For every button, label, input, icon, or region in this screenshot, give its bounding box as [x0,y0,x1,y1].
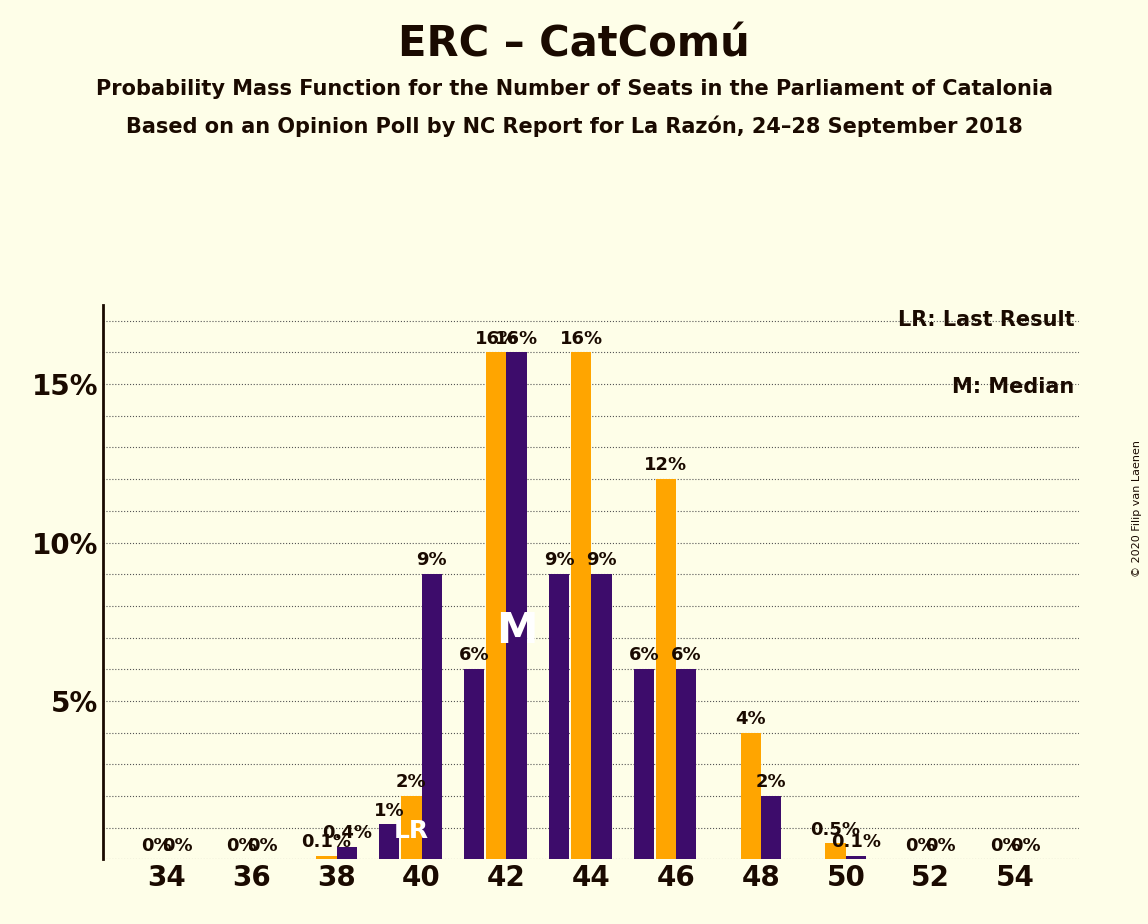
Bar [591,574,612,859]
Text: 6%: 6% [670,647,701,664]
Text: 4%: 4% [736,710,766,728]
Text: 0%: 0% [162,836,193,855]
Bar [336,846,357,859]
Text: 6%: 6% [628,647,659,664]
Text: 0%: 0% [1010,836,1041,855]
Text: LR: LR [394,819,429,843]
Bar [571,352,591,859]
Text: ERC – CatComú: ERC – CatComú [398,23,750,65]
Text: 6%: 6% [459,647,489,664]
Bar [317,857,336,859]
Text: 16%: 16% [495,330,538,347]
Text: 0%: 0% [905,836,936,855]
Text: 2%: 2% [396,773,427,791]
Text: 0%: 0% [247,836,278,855]
Text: 2%: 2% [755,773,786,791]
Text: 16%: 16% [559,330,603,347]
Text: M: Median: M: Median [952,377,1075,397]
Text: 0%: 0% [226,836,257,855]
Text: 9%: 9% [544,552,574,569]
Text: 0.1%: 0.1% [302,833,351,851]
Text: 1%: 1% [374,802,404,820]
Bar [486,352,506,859]
Text: 0%: 0% [925,836,956,855]
Bar [421,574,442,859]
Text: 0.5%: 0.5% [810,821,861,839]
Bar [676,669,697,859]
Bar [506,352,527,859]
Bar [825,844,846,859]
Text: 0.4%: 0.4% [321,824,372,842]
Text: 0%: 0% [990,836,1021,855]
Bar [379,824,400,859]
Text: © 2020 Filip van Laenen: © 2020 Filip van Laenen [1132,440,1142,577]
Bar [740,733,761,859]
Bar [634,669,654,859]
Text: 0%: 0% [141,836,172,855]
Text: LR: Last Result: LR: Last Result [898,310,1075,331]
Text: 0.1%: 0.1% [831,833,881,851]
Bar [761,796,782,859]
Bar [656,480,676,859]
Text: M: M [496,610,537,652]
Text: 16%: 16% [474,330,518,347]
Text: 12%: 12% [644,456,688,474]
Text: Based on an Opinion Poll by NC Report for La Razón, 24–28 September 2018: Based on an Opinion Poll by NC Report fo… [125,116,1023,137]
Text: Probability Mass Function for the Number of Seats in the Parliament of Catalonia: Probability Mass Function for the Number… [95,79,1053,99]
Bar [549,574,569,859]
Text: 9%: 9% [417,552,447,569]
Bar [401,796,421,859]
Text: 9%: 9% [587,552,616,569]
Bar [464,669,484,859]
Bar [846,857,866,859]
